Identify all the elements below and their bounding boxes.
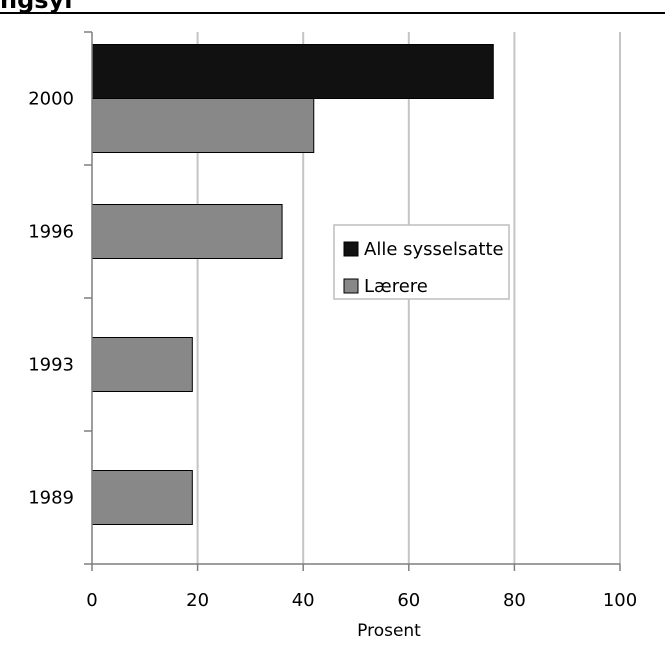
- x-tick-label-40: 40: [292, 590, 315, 611]
- x-tick-label-0: 0: [86, 590, 97, 611]
- bar-2000-l-rere: [92, 99, 314, 153]
- legend: Alle sysselsatte Lærere: [334, 225, 509, 299]
- legend-label-alle-sysselsatte: Alle sysselsatte: [364, 239, 504, 260]
- y-tick-label-1993: 1993: [28, 355, 74, 376]
- x-tick-label-80: 80: [503, 590, 526, 611]
- x-tick-label-20: 20: [186, 590, 209, 611]
- x-tick-label-60: 60: [397, 590, 420, 611]
- bar-1993-l-rere: [92, 338, 192, 392]
- bar-2000-alle-sysselsatte: [92, 45, 493, 99]
- y-tick-label-1989: 1989: [28, 488, 74, 509]
- y-tick-label-2000: 2000: [28, 89, 74, 110]
- bar-1996-l-rere: [92, 205, 282, 259]
- legend-label-laerere: Lærere: [364, 276, 428, 297]
- y-tick-label-1996: 1996: [28, 222, 74, 243]
- x-axis-title: Prosent: [357, 621, 421, 641]
- bar-1989-l-rere: [92, 471, 192, 525]
- x-tick-label-100: 100: [603, 590, 637, 611]
- legend-swatch-alle-sysselsatte: [344, 242, 358, 256]
- legend-swatch-laerere: [344, 279, 358, 293]
